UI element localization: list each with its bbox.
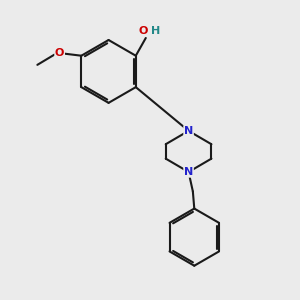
Text: O: O [139,26,148,36]
Text: N: N [184,167,193,177]
Text: O: O [55,48,64,58]
Text: N: N [184,126,193,136]
Text: H: H [152,26,161,36]
